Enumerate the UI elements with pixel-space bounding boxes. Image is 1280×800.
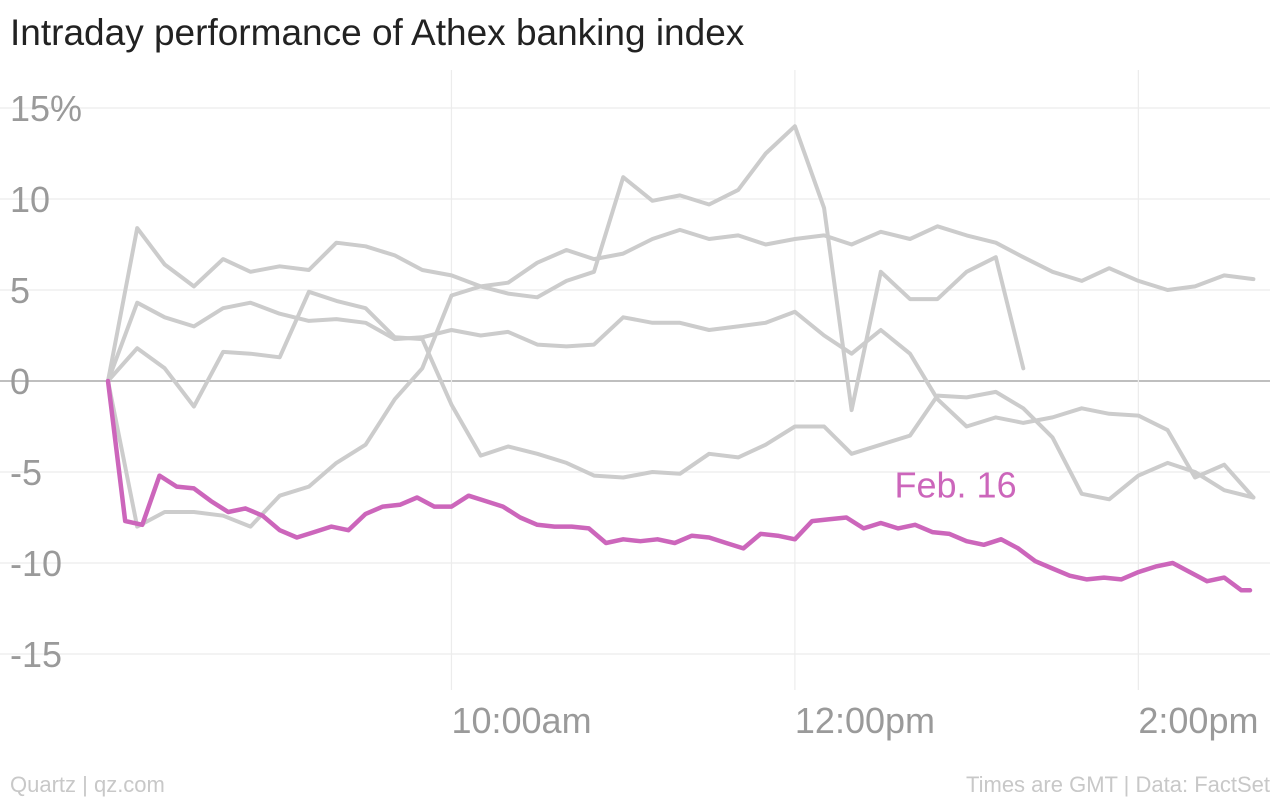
chart-title: Intraday performance of Athex banking in… [10,12,745,53]
gridlines [0,70,1270,690]
y-tick-label: 15% [10,88,82,129]
series-line-other-day-3 [106,124,1026,529]
series-lines [105,124,1256,593]
x-tick-label: 10:00am [451,700,591,741]
y-tick-label: 10 [10,179,50,220]
y-tick-label: -15 [10,634,62,675]
data-credit: Times are GMT | Data: FactSet [965,772,1270,797]
series-line-other-day-2 [106,289,1256,502]
series-line-other-day-1 [106,300,1256,500]
series-line-other-day-0 [106,224,1256,383]
source-credit: Quartz | qz.com [10,772,165,797]
x-tick-label: 2:00pm [1138,700,1258,741]
y-tick-label: -10 [10,543,62,584]
x-tick-label: 12:00pm [795,700,935,741]
series-annotation: Feb. 16 [895,464,1017,505]
y-tick-label: 0 [10,361,30,402]
series-line-feb-16 [105,378,1253,593]
y-tick-label: 5 [10,270,30,311]
tick-labels: 15% 10 5 0 -5 -10 -15 10:00am 12:00pm 2:00pm Feb. … [10,88,1258,741]
y-tick-label: -5 [10,452,42,493]
